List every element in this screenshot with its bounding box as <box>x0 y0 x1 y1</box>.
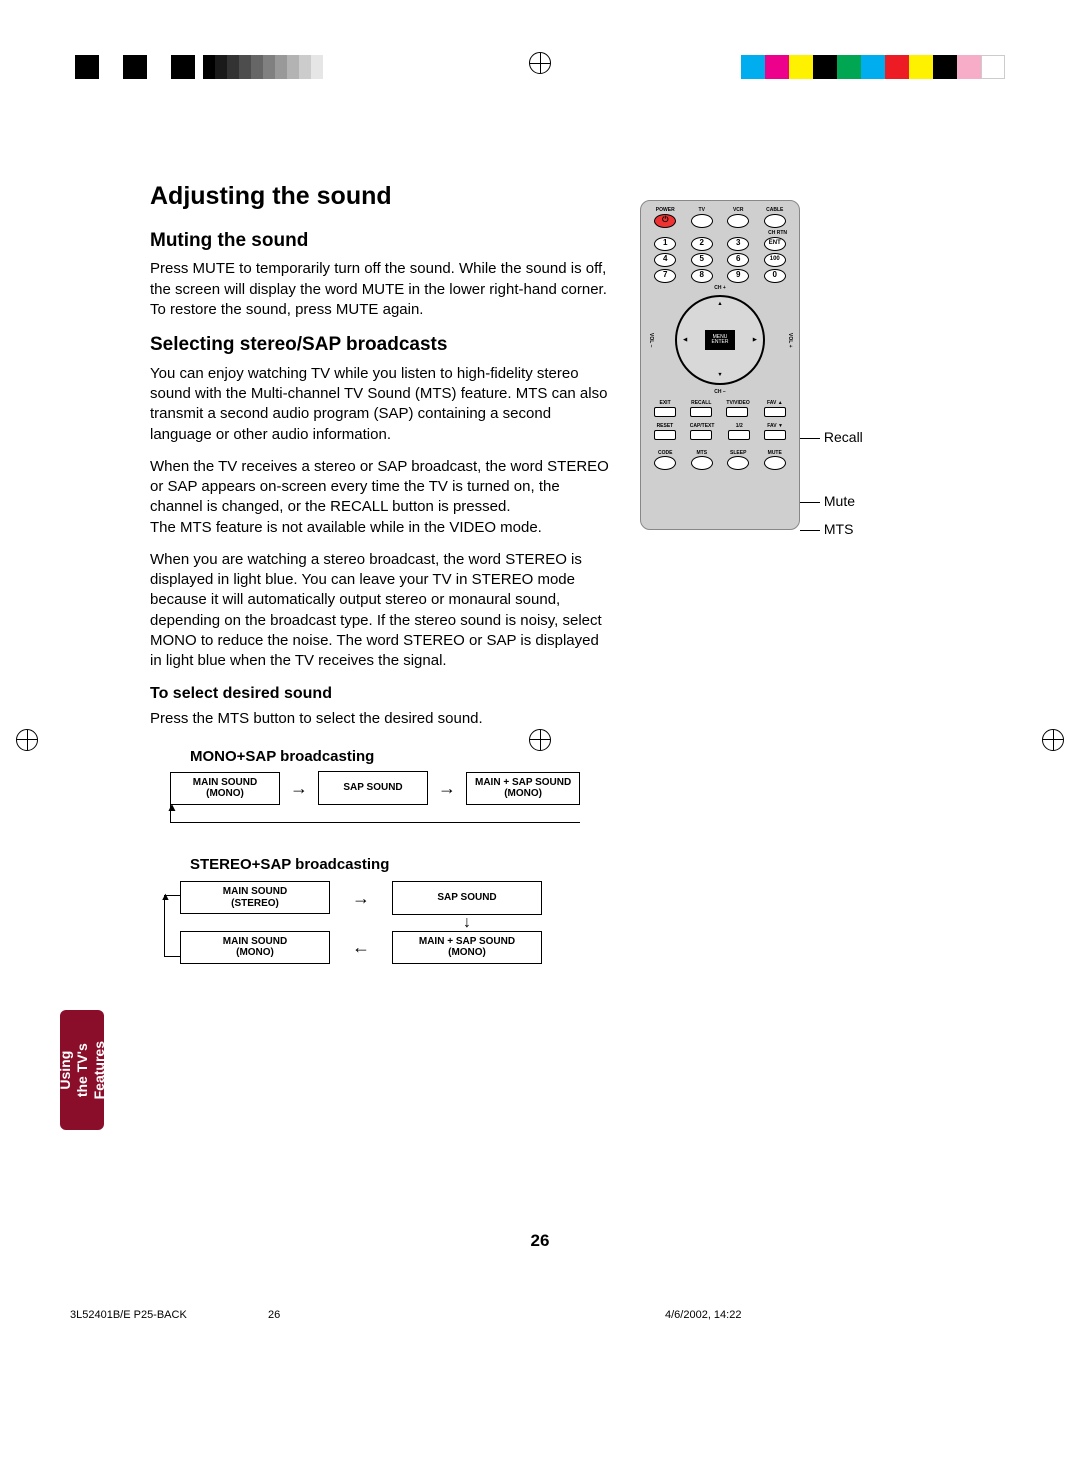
flow-box: SAP SOUND <box>392 881 542 915</box>
page-number: 26 <box>531 1230 550 1253</box>
callout-mts: MTS <box>800 520 853 539</box>
arrow-right-icon: → <box>280 776 318 800</box>
page-content: Adjusting the sound Muting the sound Pre… <box>150 180 930 964</box>
menu-enter-button: MENU ENTER <box>705 330 735 350</box>
sleep-button-icon <box>727 456 749 470</box>
cap-text-button-icon <box>690 430 712 440</box>
arrow-right-icon: → <box>330 886 392 910</box>
arrow-up-icon: ▲ <box>160 890 171 905</box>
body-text: Press the MTS button to select the desir… <box>150 710 483 727</box>
flow-box: MAIN SOUND (STEREO) <box>180 881 330 914</box>
flow-return-line: ▲ <box>170 805 580 823</box>
paragraph: Press MUTE to temporarily turn off the s… <box>150 259 610 320</box>
fav-down-button-icon <box>764 430 786 440</box>
callout-mute: Mute <box>800 492 855 511</box>
footer-page: 26 <box>268 1308 280 1323</box>
page-title: Adjusting the sound <box>150 180 930 214</box>
mute-button-icon <box>764 456 786 470</box>
nav-pad: ▲ ▼ ◀ ▶ MENU ENTER <box>675 295 765 385</box>
digit-button: 4 <box>654 253 676 267</box>
section-tab: Using the TV's Features <box>60 1010 104 1130</box>
vcr-button-icon <box>727 214 749 228</box>
cable-button-icon <box>764 214 786 228</box>
digit-button: 0 <box>764 269 786 283</box>
arrow-right-icon: → <box>428 776 466 800</box>
mts-button-icon <box>691 456 713 470</box>
digit-button: 8 <box>691 269 713 283</box>
arrow-up-icon: ▲ <box>166 799 178 815</box>
tv-video-button-icon <box>726 407 748 417</box>
heading-muting: Muting the sound <box>150 228 930 254</box>
grayscale-strip <box>203 55 323 79</box>
paragraph: You can enjoy watching TV while you list… <box>150 364 610 445</box>
recall-button-icon <box>690 407 712 417</box>
flow-stereo-sap: ▲ MAIN SOUND (STEREO) → SAP SOUND ↓ MAIN… <box>150 881 930 964</box>
callout-recall: Recall <box>800 428 863 447</box>
registration-mark-right <box>1042 729 1064 751</box>
flow-box: MAIN SOUND (MONO) <box>170 772 280 805</box>
digit-button: 3 <box>727 237 749 251</box>
flow-box: MAIN + SAP SOUND (MONO) <box>392 931 542 964</box>
digit-button: 5 <box>691 253 713 267</box>
digit-button: 1 <box>654 237 676 251</box>
flow-box: MAIN + SAP SOUND (MONO) <box>466 772 580 805</box>
heading-select-desired: To select desired sound <box>150 683 930 705</box>
digit-button: 9 <box>727 269 749 283</box>
color-bar <box>741 55 1005 79</box>
fav-up-button-icon <box>764 407 786 417</box>
half-button-icon <box>728 430 750 440</box>
arrow-down-icon: ↓ <box>392 915 542 931</box>
footer-timestamp: 4/6/2002, 14:22 <box>665 1308 741 1323</box>
power-button-icon: ⏻ <box>654 214 676 228</box>
diagram-title-stereo-sap: STEREO+SAP broadcasting <box>190 855 930 875</box>
registration-mark-top <box>529 52 551 74</box>
footer-filename: 3L52401B/E P25-BACK <box>70 1308 187 1323</box>
flow-mono-sap: MAIN SOUND (MONO) → SAP SOUND → MAIN + S… <box>170 771 930 805</box>
flow-box: MAIN SOUND (MONO) <box>180 931 330 964</box>
digit-button: 6 <box>727 253 749 267</box>
heading-stereo-sap: Selecting stereo/SAP broadcasts <box>150 332 930 358</box>
remote-control-illustration: POWER⏻ TV VCR CABLE CH RTN 123ENT 456100… <box>640 200 800 530</box>
flow-box: SAP SOUND <box>318 771 428 805</box>
digit-button: 2 <box>691 237 713 251</box>
registration-mark-left <box>16 729 38 751</box>
digit-button: 7 <box>654 269 676 283</box>
diagram-title-mono-sap: MONO+SAP broadcasting <box>190 747 930 767</box>
reset-button-icon <box>654 430 676 440</box>
tv-button-icon <box>691 214 713 228</box>
paragraph: When the TV receives a stereo or SAP bro… <box>150 457 610 538</box>
calibration-blocks-left <box>75 55 323 79</box>
ent-button: ENT <box>764 237 786 251</box>
hundred-button: 100 <box>764 253 786 267</box>
arrow-left-icon: ← <box>330 935 392 959</box>
exit-button-icon <box>654 407 676 417</box>
code-button-icon <box>654 456 676 470</box>
paragraph: When you are watching a stereo broadcast… <box>150 550 610 672</box>
